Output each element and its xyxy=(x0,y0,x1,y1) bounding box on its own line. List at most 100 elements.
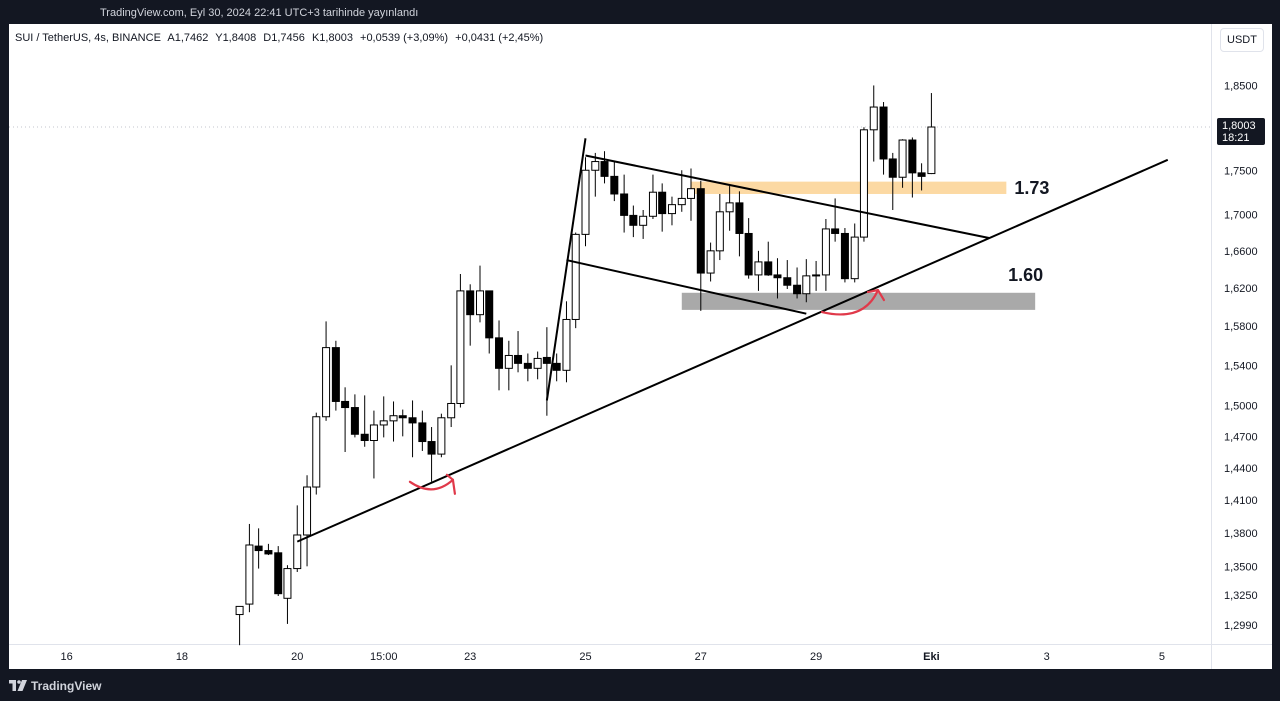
y-tick-label: 1,6600 xyxy=(1224,246,1258,258)
candle xyxy=(322,321,331,421)
candle xyxy=(783,260,792,289)
candle xyxy=(715,193,724,261)
candle xyxy=(677,170,686,212)
candle-body xyxy=(600,161,609,177)
candle xyxy=(879,102,888,175)
candle xyxy=(620,174,629,233)
candle-body xyxy=(235,605,244,616)
x-tick-label: 20 xyxy=(291,651,303,663)
candle-body xyxy=(677,197,686,206)
candle-body xyxy=(802,275,811,295)
candle xyxy=(917,163,926,191)
candle-body xyxy=(620,193,629,216)
candle xyxy=(859,127,868,242)
candle xyxy=(764,241,773,276)
candle-body xyxy=(552,362,561,371)
candle-countdown: 18:21 xyxy=(1222,132,1250,144)
chart-canvas[interactable]: 1,90001,85001,80001,75001,70001,66001,62… xyxy=(9,24,1272,669)
candle xyxy=(427,427,436,482)
candle-body xyxy=(369,424,378,442)
x-tick-label: 25 xyxy=(579,651,591,663)
candle-body xyxy=(744,232,753,276)
footer-brand[interactable]: TradingView xyxy=(31,679,102,693)
candle xyxy=(571,232,580,329)
candle-body xyxy=(888,158,897,178)
candle xyxy=(369,410,378,479)
candle xyxy=(475,265,484,323)
candle xyxy=(456,273,465,408)
candle-body xyxy=(812,274,821,277)
currency-button[interactable]: USDT xyxy=(1220,28,1264,52)
candle-body xyxy=(696,188,705,274)
y-tick-label: 1,5400 xyxy=(1224,360,1258,372)
candle xyxy=(466,284,475,346)
bounce-arrow-icon xyxy=(820,288,886,316)
candle-body xyxy=(254,545,263,552)
candle-body xyxy=(437,417,446,455)
candle xyxy=(812,260,821,291)
candle xyxy=(927,93,936,175)
candle-body xyxy=(341,400,350,409)
candle-body xyxy=(398,415,407,419)
candle-body xyxy=(466,290,475,316)
chart-frame[interactable]: 1,90001,85001,80001,75001,70001,66001,62… xyxy=(9,24,1272,669)
candle-body xyxy=(754,261,763,276)
candle-body xyxy=(831,228,840,234)
candle xyxy=(754,250,763,291)
candle-body xyxy=(533,357,542,369)
candle xyxy=(581,157,590,247)
candle-body xyxy=(447,402,456,419)
low-label: D xyxy=(263,32,272,44)
candle-body xyxy=(514,354,523,364)
candle-body xyxy=(859,129,868,238)
candle-body xyxy=(639,215,648,226)
candle-body xyxy=(495,337,504,369)
publish-text: TradingView.com, Eyl 30, 2024 22:41 UTC+… xyxy=(100,7,419,19)
candle xyxy=(610,161,619,202)
candle-body xyxy=(408,417,417,424)
y-tick-label: 1,4400 xyxy=(1224,463,1258,475)
candle xyxy=(437,413,446,458)
close-value: 1,8003 xyxy=(319,32,353,44)
y-tick-label: 1,3500 xyxy=(1224,561,1258,573)
y-tick-label: 1,3250 xyxy=(1224,590,1258,602)
candle-body xyxy=(264,550,273,555)
candle-body xyxy=(783,277,792,286)
candle xyxy=(485,290,494,354)
candle-body xyxy=(523,362,532,369)
candle-body xyxy=(427,441,436,455)
candle-body xyxy=(686,188,695,199)
candle-body xyxy=(898,139,907,178)
candle-body xyxy=(840,232,849,280)
y-tick-label: 1,6200 xyxy=(1224,283,1258,295)
candle xyxy=(735,191,744,257)
candle-body xyxy=(869,106,878,131)
change-value-2: +0,0431 (+2,45%) xyxy=(455,32,544,44)
candle xyxy=(408,400,417,458)
candle-body xyxy=(571,233,580,320)
symbol-title[interactable]: SUI / TetherUS, 4s, BINANCE xyxy=(15,32,161,44)
x-tick-label: 27 xyxy=(695,651,707,663)
candle xyxy=(341,387,350,452)
level-annotation-label: 1.73 xyxy=(1014,178,1049,198)
level-annotation-label: 1.60 xyxy=(1008,265,1043,285)
x-tick-label: 15:00 xyxy=(370,651,398,663)
candle xyxy=(888,152,897,211)
candle-body xyxy=(504,354,513,369)
high-label: Y xyxy=(215,32,223,44)
candle-body xyxy=(725,202,734,213)
candle xyxy=(773,258,782,299)
candle-body xyxy=(542,356,551,364)
candle xyxy=(264,543,273,556)
candle-body xyxy=(581,169,590,235)
candle-body xyxy=(485,290,494,339)
candle xyxy=(303,475,312,567)
candle-body xyxy=(331,347,340,402)
y-tick-label: 1,2990 xyxy=(1224,620,1258,632)
candle-body xyxy=(456,290,465,404)
tradingview-logo-icon[interactable] xyxy=(9,680,27,691)
candle xyxy=(648,174,657,219)
candle-body xyxy=(312,416,321,488)
candle-body xyxy=(562,318,571,371)
